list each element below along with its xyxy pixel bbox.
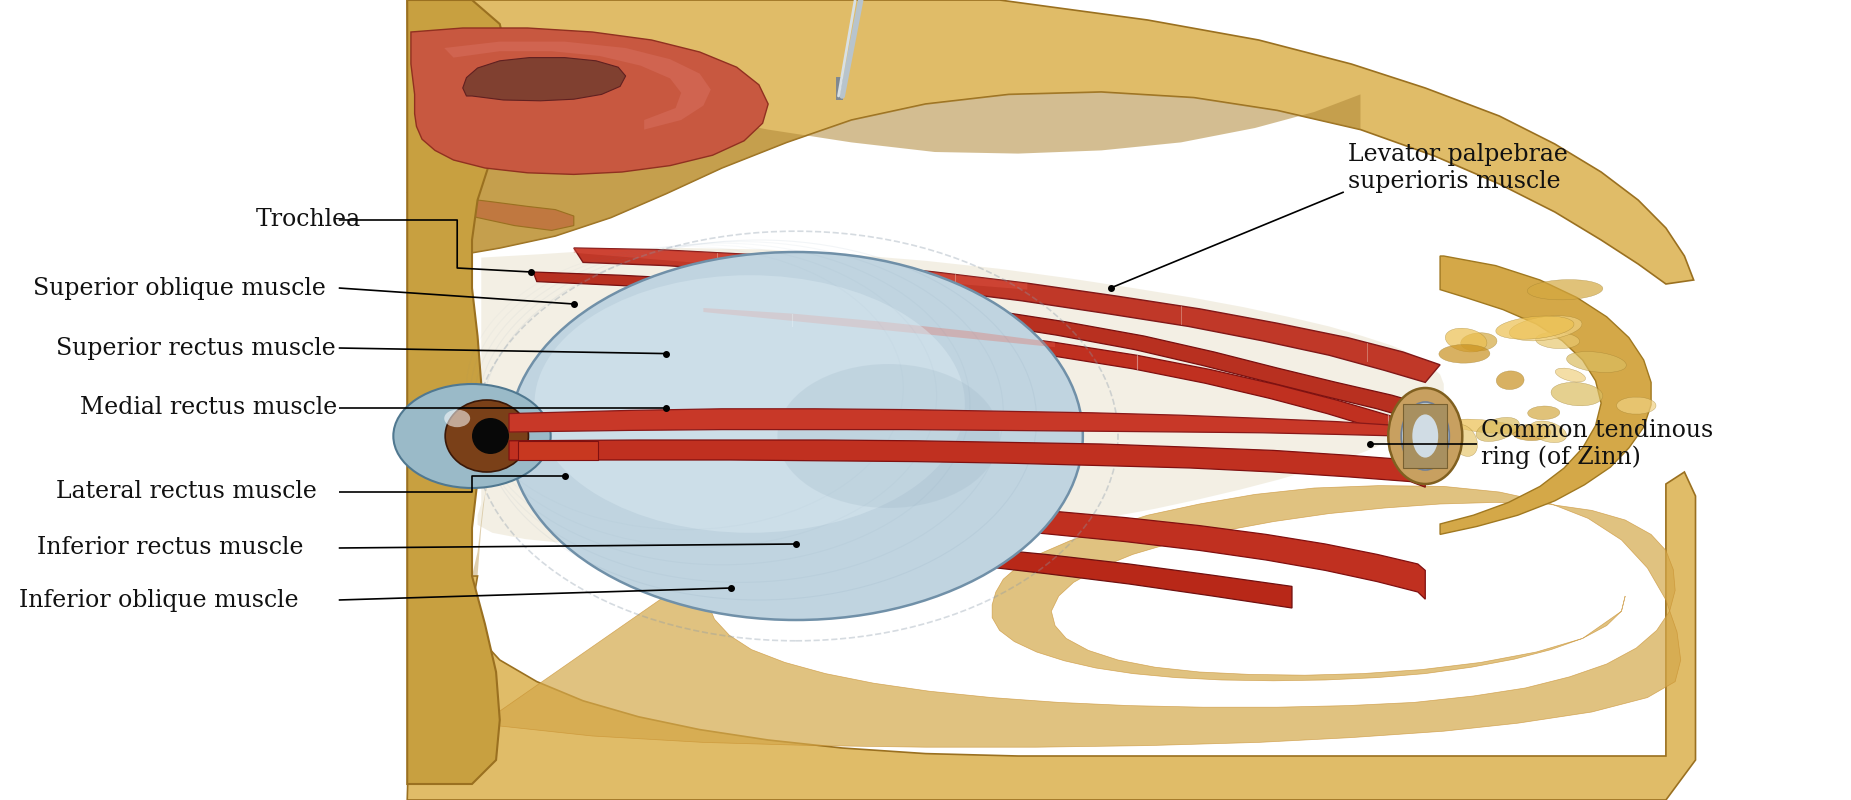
Text: Trochlea: Trochlea xyxy=(255,209,361,231)
Polygon shape xyxy=(509,440,1425,487)
Polygon shape xyxy=(533,272,1425,418)
Ellipse shape xyxy=(509,252,1083,620)
Polygon shape xyxy=(694,492,1425,599)
Polygon shape xyxy=(444,42,711,130)
Ellipse shape xyxy=(1536,332,1579,349)
Ellipse shape xyxy=(1616,397,1657,414)
Ellipse shape xyxy=(1475,418,1520,442)
Polygon shape xyxy=(574,248,1440,382)
Polygon shape xyxy=(407,192,574,230)
Polygon shape xyxy=(407,0,509,784)
Ellipse shape xyxy=(444,410,470,427)
Ellipse shape xyxy=(1529,421,1566,442)
Ellipse shape xyxy=(1566,351,1627,373)
Polygon shape xyxy=(407,0,1694,284)
Polygon shape xyxy=(463,58,626,101)
Ellipse shape xyxy=(1451,425,1477,457)
Polygon shape xyxy=(703,308,1425,441)
Ellipse shape xyxy=(446,400,529,472)
Polygon shape xyxy=(629,526,1292,608)
Ellipse shape xyxy=(1388,388,1462,484)
Polygon shape xyxy=(574,248,1027,290)
Ellipse shape xyxy=(1412,414,1438,458)
Ellipse shape xyxy=(1438,345,1490,363)
Text: Lateral rectus muscle: Lateral rectus muscle xyxy=(56,481,317,503)
Text: Superior oblique muscle: Superior oblique muscle xyxy=(33,277,326,299)
Ellipse shape xyxy=(535,275,964,533)
Ellipse shape xyxy=(1512,425,1551,441)
Bar xyxy=(1403,404,1447,468)
Ellipse shape xyxy=(1446,328,1486,352)
Text: Common tendinous
ring (of Zinn): Common tendinous ring (of Zinn) xyxy=(1481,419,1712,469)
Text: Levator palpebrae
superioris muscle: Levator palpebrae superioris muscle xyxy=(1348,143,1568,193)
Ellipse shape xyxy=(777,364,1000,508)
Polygon shape xyxy=(472,418,518,576)
Polygon shape xyxy=(411,28,768,174)
Polygon shape xyxy=(407,64,1360,258)
Text: Inferior oblique muscle: Inferior oblique muscle xyxy=(19,589,298,611)
Polygon shape xyxy=(481,486,1681,747)
Ellipse shape xyxy=(472,418,509,454)
Text: Medial rectus muscle: Medial rectus muscle xyxy=(80,397,337,419)
Polygon shape xyxy=(509,409,1425,438)
Ellipse shape xyxy=(1527,406,1560,420)
Polygon shape xyxy=(407,472,1696,800)
Ellipse shape xyxy=(1449,419,1520,434)
Ellipse shape xyxy=(1401,402,1449,470)
Ellipse shape xyxy=(1551,382,1603,406)
Polygon shape xyxy=(478,248,1444,549)
Ellipse shape xyxy=(1496,371,1523,390)
Ellipse shape xyxy=(1496,316,1573,339)
Polygon shape xyxy=(1440,256,1651,534)
Ellipse shape xyxy=(1460,333,1497,351)
Ellipse shape xyxy=(1527,280,1603,300)
Polygon shape xyxy=(703,308,1055,347)
Text: Inferior rectus muscle: Inferior rectus muscle xyxy=(37,537,304,559)
Polygon shape xyxy=(518,441,598,460)
Ellipse shape xyxy=(1555,368,1586,382)
Text: Superior rectus muscle: Superior rectus muscle xyxy=(56,337,335,359)
Ellipse shape xyxy=(392,384,552,488)
Ellipse shape xyxy=(1509,316,1583,341)
